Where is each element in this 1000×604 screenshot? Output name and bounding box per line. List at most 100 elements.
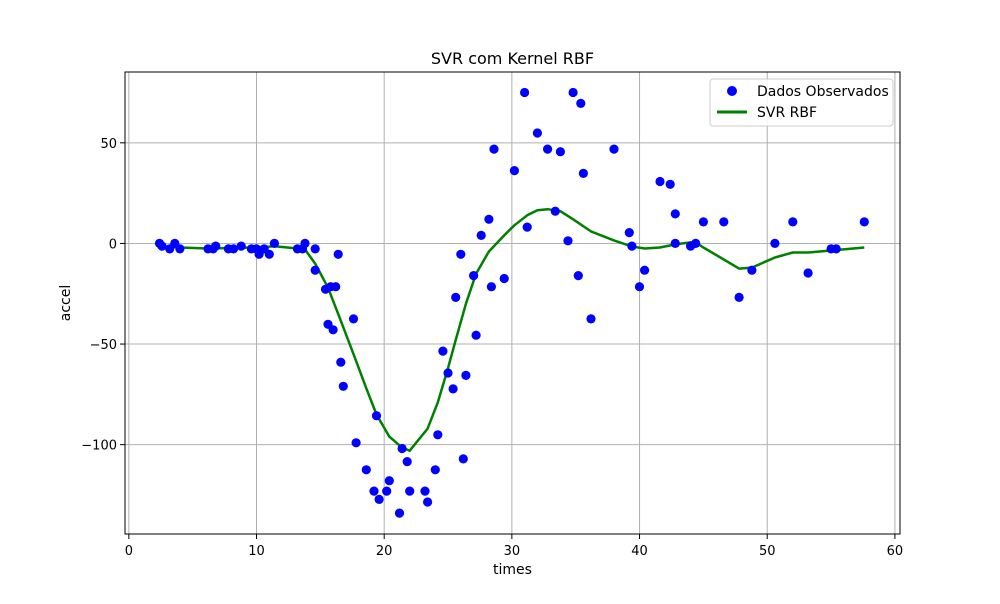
data-point [361, 465, 371, 475]
legend-marker-observed [727, 86, 737, 96]
data-point [634, 282, 645, 292]
data-point [397, 443, 407, 454]
data-point [236, 241, 246, 251]
y-axis-ticks: −100 −50 0 50 [81, 137, 125, 454]
data-point [448, 384, 458, 394]
data-point [788, 217, 798, 227]
data-point [484, 214, 494, 224]
data-point [476, 230, 486, 240]
data-point [532, 128, 543, 138]
data-point [333, 249, 343, 259]
data-point [509, 166, 519, 176]
plot-area [124, 71, 901, 535]
scatter-points [154, 87, 869, 518]
x-tick-label: 60 [887, 544, 904, 559]
x-tick-label: 30 [504, 544, 521, 559]
data-point [550, 206, 560, 216]
data-point [336, 357, 346, 367]
data-point [522, 222, 532, 232]
data-point [576, 98, 586, 108]
legend-label-svr: SVR RBF [757, 105, 817, 121]
x-tick-label: 0 [125, 544, 133, 559]
data-point [486, 282, 496, 292]
data-point [609, 144, 619, 154]
data-point [430, 465, 440, 475]
legend-label-observed: Dados Observados [757, 84, 889, 100]
data-point [670, 238, 680, 248]
data-point [461, 370, 471, 380]
data-point [451, 292, 461, 302]
data-point [734, 292, 744, 302]
data-point [831, 244, 841, 254]
data-point [747, 265, 757, 275]
chart-title: SVR com Kernel RBF [431, 49, 594, 68]
data-point [348, 314, 359, 324]
x-tick-label: 10 [248, 544, 265, 559]
data-point [655, 176, 665, 187]
data-point [211, 241, 221, 251]
y-tick-label: −100 [81, 439, 117, 454]
data-point [520, 87, 530, 98]
data-point [586, 314, 596, 324]
data-point [640, 265, 650, 275]
data-point [770, 238, 780, 248]
x-axis-ticks: 0 10 20 30 40 50 60 [125, 534, 903, 559]
data-point [394, 508, 405, 518]
data-point [624, 228, 634, 238]
data-point [469, 271, 479, 281]
data-point [499, 273, 509, 284]
data-point [369, 486, 379, 496]
y-tick-label: 50 [100, 137, 117, 152]
data-point [371, 411, 382, 421]
data-point [405, 486, 415, 496]
x-tick-label: 50 [759, 544, 776, 559]
data-point [310, 265, 320, 275]
data-point [698, 217, 709, 227]
data-point [543, 144, 553, 154]
legend: Dados Observados SVR RBF [709, 78, 894, 127]
y-tick-label: −50 [90, 338, 117, 353]
y-tick-label: 0 [109, 237, 117, 252]
plot-frame [124, 71, 901, 535]
data-point [670, 209, 680, 219]
data-point [331, 282, 341, 292]
data-point [423, 497, 433, 507]
data-point [627, 241, 637, 251]
data-point [382, 486, 392, 496]
data-point [228, 244, 239, 254]
svr-line-layer [159, 207, 865, 452]
data-point [555, 147, 566, 157]
data-point [157, 241, 167, 251]
x-tick-label: 40 [631, 544, 648, 559]
data-point [264, 249, 274, 259]
data-point [573, 271, 583, 281]
data-point [458, 454, 468, 464]
plot-background [125, 72, 900, 534]
legend-box [709, 78, 894, 127]
data-point [328, 325, 338, 335]
data-point [269, 238, 279, 248]
data-point [578, 168, 589, 178]
x-tick-label: 20 [376, 544, 393, 559]
data-point [471, 330, 481, 340]
data-point [563, 236, 573, 246]
svr-rbf-line [159, 207, 865, 452]
data-point [665, 179, 675, 189]
data-point [374, 494, 384, 504]
data-point [456, 249, 466, 259]
x-axis-label: times [493, 562, 532, 578]
data-point [384, 476, 394, 486]
data-point [719, 217, 729, 227]
data-point [438, 346, 448, 356]
data-point [402, 457, 412, 467]
data-point [420, 486, 430, 496]
data-point [300, 238, 310, 248]
data-point [859, 217, 869, 227]
data-point [338, 381, 348, 391]
data-point [489, 144, 499, 154]
data-point [175, 244, 185, 254]
data-point [433, 430, 443, 440]
data-point [568, 87, 578, 98]
